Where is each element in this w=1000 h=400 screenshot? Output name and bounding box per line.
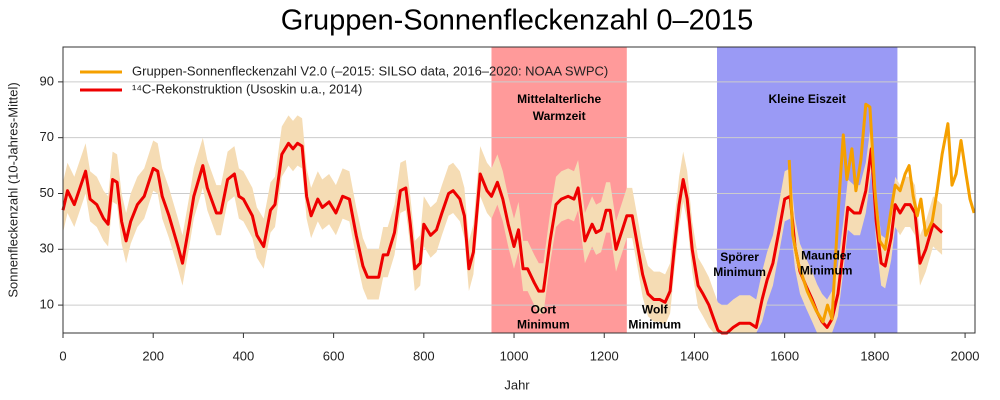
y-tick-label: 50 [40, 185, 54, 200]
x-tick-label: 1800 [860, 348, 889, 363]
legend-label: ¹⁴C-Rekonstruktion (Usoskin u.a., 2014) [132, 81, 362, 96]
annotation: Minimum [517, 317, 570, 331]
x-tick-label: 1200 [590, 348, 619, 363]
x-tick-label: 200 [142, 348, 164, 363]
annotation: Minimum [628, 317, 681, 331]
y-tick-label: 90 [40, 73, 54, 88]
x-tick-label: 1400 [680, 348, 709, 363]
annotation: Oort [531, 302, 556, 316]
x-tick-label: 0 [59, 348, 66, 363]
annotation: Wolf [642, 302, 669, 316]
legend-label: Gruppen-Sonnenfleckenzahl V2.0 (–2015: S… [132, 63, 608, 78]
x-tick-label: 600 [323, 348, 345, 363]
annotation: Maunder [801, 248, 851, 262]
x-tick-label: 2000 [951, 348, 980, 363]
x-tick-label: 400 [233, 348, 255, 363]
x-tick-label: 1000 [500, 348, 529, 363]
region-label: Mittelalterliche [517, 92, 601, 106]
region-label: Kleine Eiszeit [769, 92, 846, 106]
annotation: Minimum [713, 265, 766, 279]
chart-title: Gruppen-Sonnenfleckenzahl 0–2015 [281, 5, 753, 37]
y-axis-label: Sonnenfleckenzahl (10-Jahres-Mittel) [5, 82, 20, 297]
x-tick-label: 800 [413, 348, 435, 363]
y-tick-label: 30 [40, 241, 54, 256]
annotation: Minimum [800, 263, 853, 277]
x-axis-label: Jahr [504, 377, 530, 392]
annotation: Spörer [720, 250, 759, 264]
x-tick-label: 1600 [770, 348, 799, 363]
region-label: Warmzeit [533, 109, 586, 123]
plot-frame [62, 46, 976, 334]
y-tick-label: 10 [40, 297, 54, 312]
uncertainty-band [63, 115, 943, 334]
series-line [787, 102, 976, 324]
y-tick-label: 70 [40, 129, 54, 144]
